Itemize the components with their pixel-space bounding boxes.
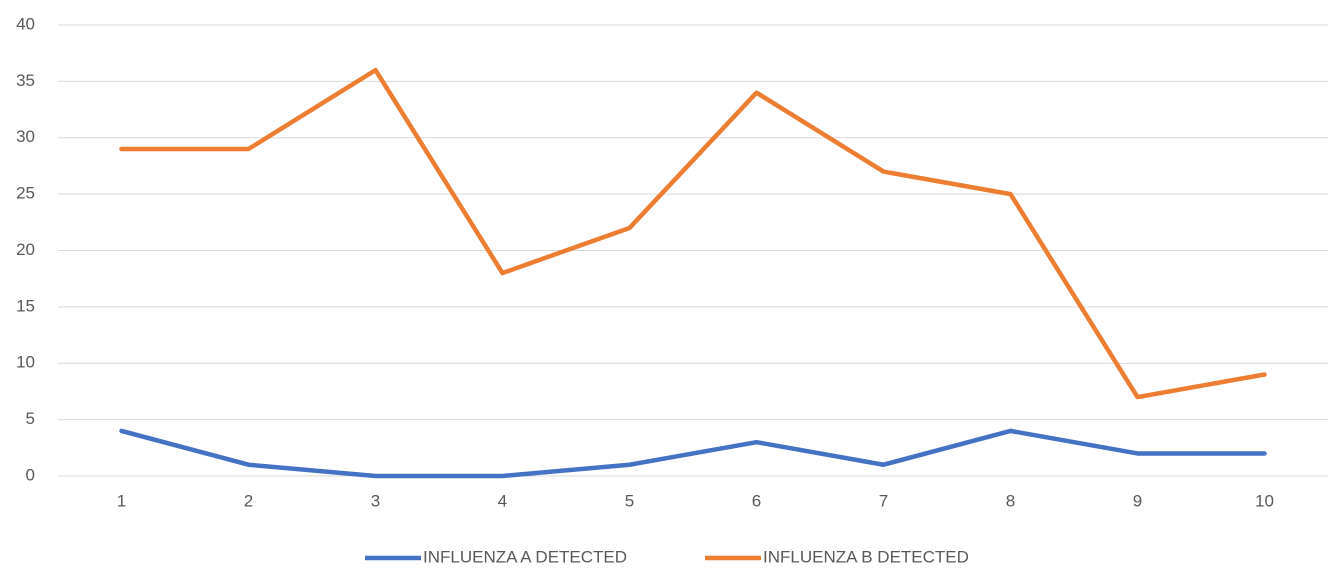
x-tick-label: 10 [1255, 491, 1274, 510]
y-tick-label: 40 [16, 14, 35, 33]
y-tick-label: 25 [16, 184, 35, 203]
y-tick-label: 5 [26, 409, 35, 428]
x-tick-label: 3 [371, 491, 380, 510]
x-tick-label: 2 [244, 491, 253, 510]
y-tick-label: 15 [16, 296, 35, 315]
x-tick-label: 6 [752, 491, 761, 510]
x-tick-label: 9 [1133, 491, 1142, 510]
x-tick-label: 1 [117, 491, 126, 510]
x-tick-label: 4 [498, 491, 507, 510]
legend-label: INFLUENZA A DETECTED [423, 547, 627, 566]
x-tick-label: 7 [879, 491, 888, 510]
y-tick-label: 0 [26, 465, 35, 484]
y-tick-label: 20 [16, 240, 35, 259]
y-tick-label: 30 [16, 127, 35, 146]
series-line [119, 67, 1267, 400]
x-tick-label: 8 [1006, 491, 1015, 510]
series-line [119, 428, 1267, 479]
y-tick-label: 10 [16, 353, 35, 372]
legend-label: INFLUENZA B DETECTED [763, 547, 969, 566]
y-tick-label: 35 [16, 71, 35, 90]
x-tick-label: 5 [625, 491, 634, 510]
